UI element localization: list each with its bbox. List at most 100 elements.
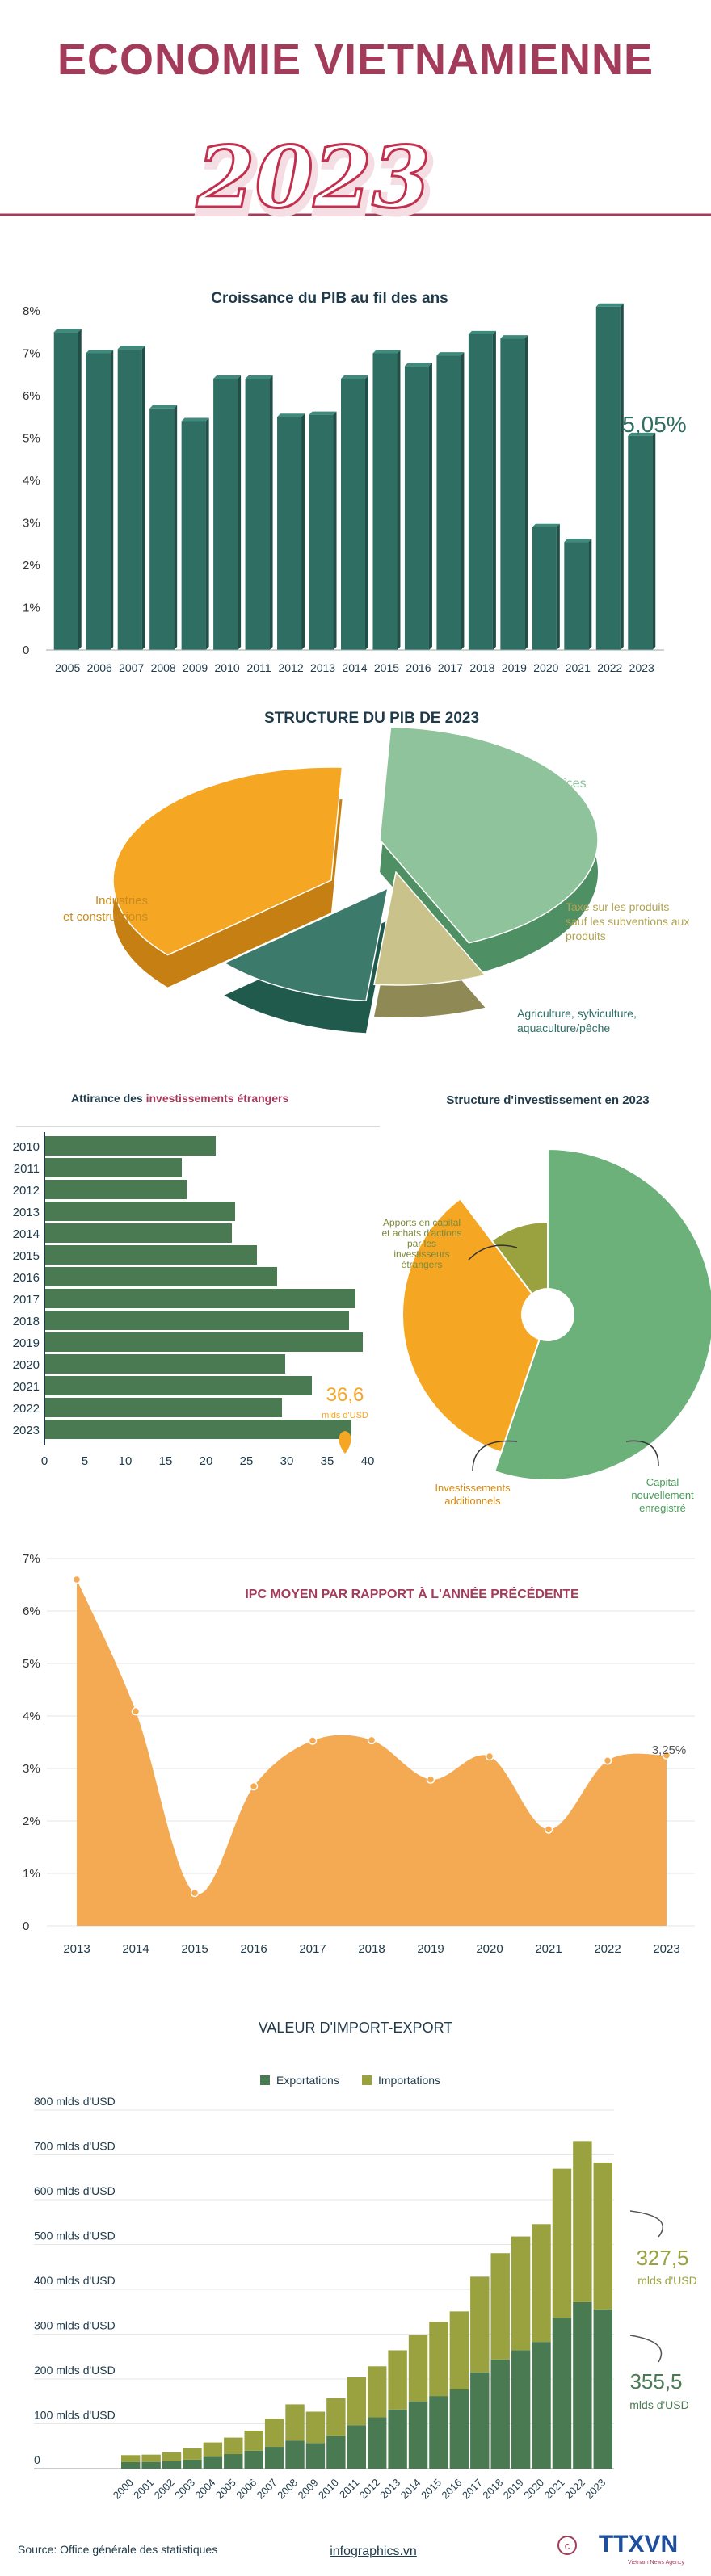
gdp-structure-pie	[112, 726, 599, 1034]
export-bar	[388, 2409, 407, 2469]
import-bar	[368, 2366, 387, 2418]
export-bar	[285, 2440, 305, 2469]
ipc-point	[131, 1706, 141, 1716]
gdp-bar-top	[404, 363, 432, 367]
import-bar	[141, 2454, 161, 2462]
fdi-bars: 2010 2011 2012 2013 2014 2015 2016 2017 2018 2019…	[13, 1136, 363, 1439]
trade-x-tick: 2004	[192, 2477, 217, 2502]
exports-pointer	[629, 2335, 663, 2363]
gdp-bar-side	[397, 350, 401, 650]
gdp-bar	[117, 349, 142, 650]
gdp-growth-section: Croissance du PIB au fil des ans 0 1% 2% 3%…	[23, 290, 687, 674]
fdi-x-tick: 35	[321, 1454, 334, 1468]
fdi-y-tick: 2012	[13, 1184, 40, 1198]
fdi-bar	[44, 1136, 216, 1156]
trade-legend: Exportations Importations	[260, 2074, 440, 2087]
trade-y-tick: 500 mlds d'USD	[34, 2230, 116, 2242]
invest-slice	[402, 1197, 541, 1454]
fdi-x-tick: 40	[361, 1454, 375, 1468]
ipc-area	[77, 1580, 667, 1926]
logo-subtitle: Vietnam News Agency	[628, 2560, 684, 2566]
svg-text:enregistré: enregistré	[639, 1502, 686, 1514]
gdp-x-tick: 2018	[469, 661, 494, 674]
fdi-bar	[44, 1354, 285, 1374]
gdp-bar-side	[492, 330, 496, 650]
gdp-bar	[149, 408, 175, 650]
ipc-section: 0 1% 2% 3% 4% 5% 6% 7% 2013 2014 2015 2016 2017 2018…	[23, 1552, 695, 1956]
trade-y-tick: 300 mlds d'USD	[34, 2319, 116, 2332]
fdi-bar	[44, 1180, 187, 1199]
trade-x-tick: 2016	[439, 2477, 464, 2502]
gdp-y-tick: 1%	[23, 602, 40, 615]
gdp-x-tick: 2023	[629, 661, 654, 674]
gdp-pie-slice	[112, 766, 343, 956]
export-bar	[121, 2461, 141, 2469]
gdp-highlight-label: 5,05%	[622, 412, 686, 437]
ipc-y-tick: 4%	[23, 1710, 40, 1723]
trade-y-tick: 800 mlds d'USD	[34, 2095, 116, 2108]
label-tax: Taxe sur les produits sauf les subventio…	[566, 900, 689, 942]
svg-text:étrangers: étrangers	[402, 1259, 443, 1270]
trade-x-tick: 2001	[131, 2477, 156, 2502]
gdp-bar-side	[333, 411, 337, 650]
fdi-bar	[44, 1311, 349, 1330]
export-bar	[552, 2318, 572, 2469]
ipc-y-tick: 3%	[23, 1762, 40, 1776]
fdi-bar	[44, 1332, 363, 1352]
import-bar	[429, 2322, 448, 2397]
trade-x-tick: 2020	[521, 2477, 546, 2502]
fdi-y-tick: 2015	[13, 1249, 40, 1263]
svg-text:investisseurs: investisseurs	[393, 1248, 449, 1260]
fdi-x-tick: 0	[41, 1454, 48, 1468]
gdp-bar	[404, 366, 429, 650]
gdp-bar-top	[500, 335, 528, 339]
gdp-y-tick: 2%	[23, 559, 40, 573]
import-bar	[162, 2452, 182, 2461]
source-text: Source: Office générale des statistiques	[18, 2543, 217, 2556]
copyright-glyph: c	[565, 2540, 570, 2552]
additional-pointer	[472, 1440, 518, 1472]
ipc-y-tick: 6%	[23, 1605, 40, 1618]
ipc-y-tick: 0	[23, 1919, 29, 1933]
imports-pointer	[629, 2210, 663, 2238]
gdp-y-tick: 8%	[23, 304, 40, 318]
trade-y-tick: 600 mlds d'USD	[34, 2184, 116, 2197]
export-bar	[408, 2401, 428, 2469]
trade-x-tick: 2018	[480, 2477, 505, 2502]
export-bar	[532, 2342, 551, 2469]
export-bar	[368, 2417, 387, 2469]
gdp-x-tick: 2014	[342, 661, 367, 674]
fdi-x-tick: 20	[200, 1454, 213, 1468]
ipc-point	[367, 1735, 377, 1745]
label-agri: Agriculture, sylviculture, aquaculture/p…	[517, 1007, 637, 1034]
svg-text:Taxe sur les produits: Taxe sur les produits	[566, 900, 669, 913]
export-bar	[326, 2435, 346, 2469]
footer: Source: Office générale des statistiques…	[18, 2531, 684, 2566]
import-bar	[264, 2419, 284, 2448]
import-bar	[532, 2224, 551, 2343]
location-pin-icon	[339, 1431, 351, 1454]
import-bar	[244, 2430, 263, 2451]
fdi-bar	[44, 1289, 356, 1308]
gdp-x-tick: 2022	[597, 661, 622, 674]
gdp-bar-side	[174, 405, 178, 650]
gdp-bar-side	[461, 352, 465, 650]
import-bar	[449, 2311, 469, 2389]
gdp-bar-top	[181, 417, 209, 422]
invest-structure-section: Structure d'investissement en 2023 Appor…	[381, 1093, 711, 1514]
gdp-bar-top	[628, 432, 656, 436]
ipc-x-tick: 2014	[122, 1942, 149, 1956]
fdi-x-tick: 5	[82, 1454, 88, 1468]
fdi-y-tick: 2010	[13, 1140, 40, 1154]
gdp-bar-side	[556, 523, 560, 650]
trade-x-tick: 2012	[357, 2477, 382, 2502]
gdp-bar-side	[301, 413, 305, 650]
fdi-x-tick: 10	[119, 1454, 133, 1468]
imports-label-unit: mlds d'USD	[637, 2274, 696, 2287]
gdp-bar	[213, 379, 238, 650]
fdi-bar	[44, 1420, 351, 1439]
site-link[interactable]: infographics.vn	[330, 2545, 417, 2558]
ipc-point	[544, 1825, 553, 1834]
export-bar	[470, 2372, 490, 2469]
ipc-x-tick: 2018	[358, 1942, 385, 1956]
